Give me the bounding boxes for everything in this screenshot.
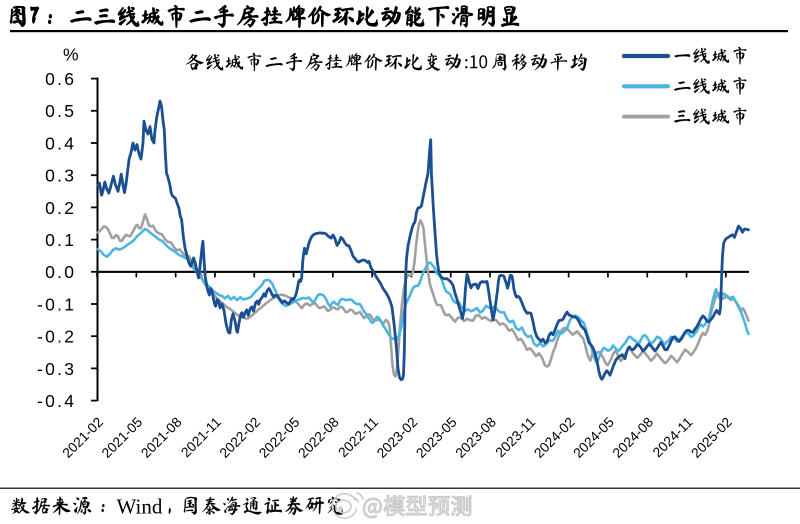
svg-text:0.6: 0.6 [45, 69, 76, 89]
svg-text:0.1: 0.1 [45, 230, 76, 250]
svg-text:-0.3: -0.3 [37, 359, 76, 379]
svg-text:-0.1: -0.1 [37, 294, 76, 314]
svg-text:0.5: 0.5 [45, 101, 76, 121]
svg-text:0.2: 0.2 [45, 198, 76, 218]
svg-text:Wind: Wind [117, 495, 163, 519]
svg-text:-0.2: -0.2 [37, 327, 76, 347]
svg-text:%: % [63, 45, 79, 65]
svg-text:0.3: 0.3 [45, 166, 76, 186]
svg-text:0.0: 0.0 [45, 262, 76, 282]
svg-text:-0.4: -0.4 [37, 391, 76, 411]
svg-text:0.4: 0.4 [45, 133, 76, 153]
